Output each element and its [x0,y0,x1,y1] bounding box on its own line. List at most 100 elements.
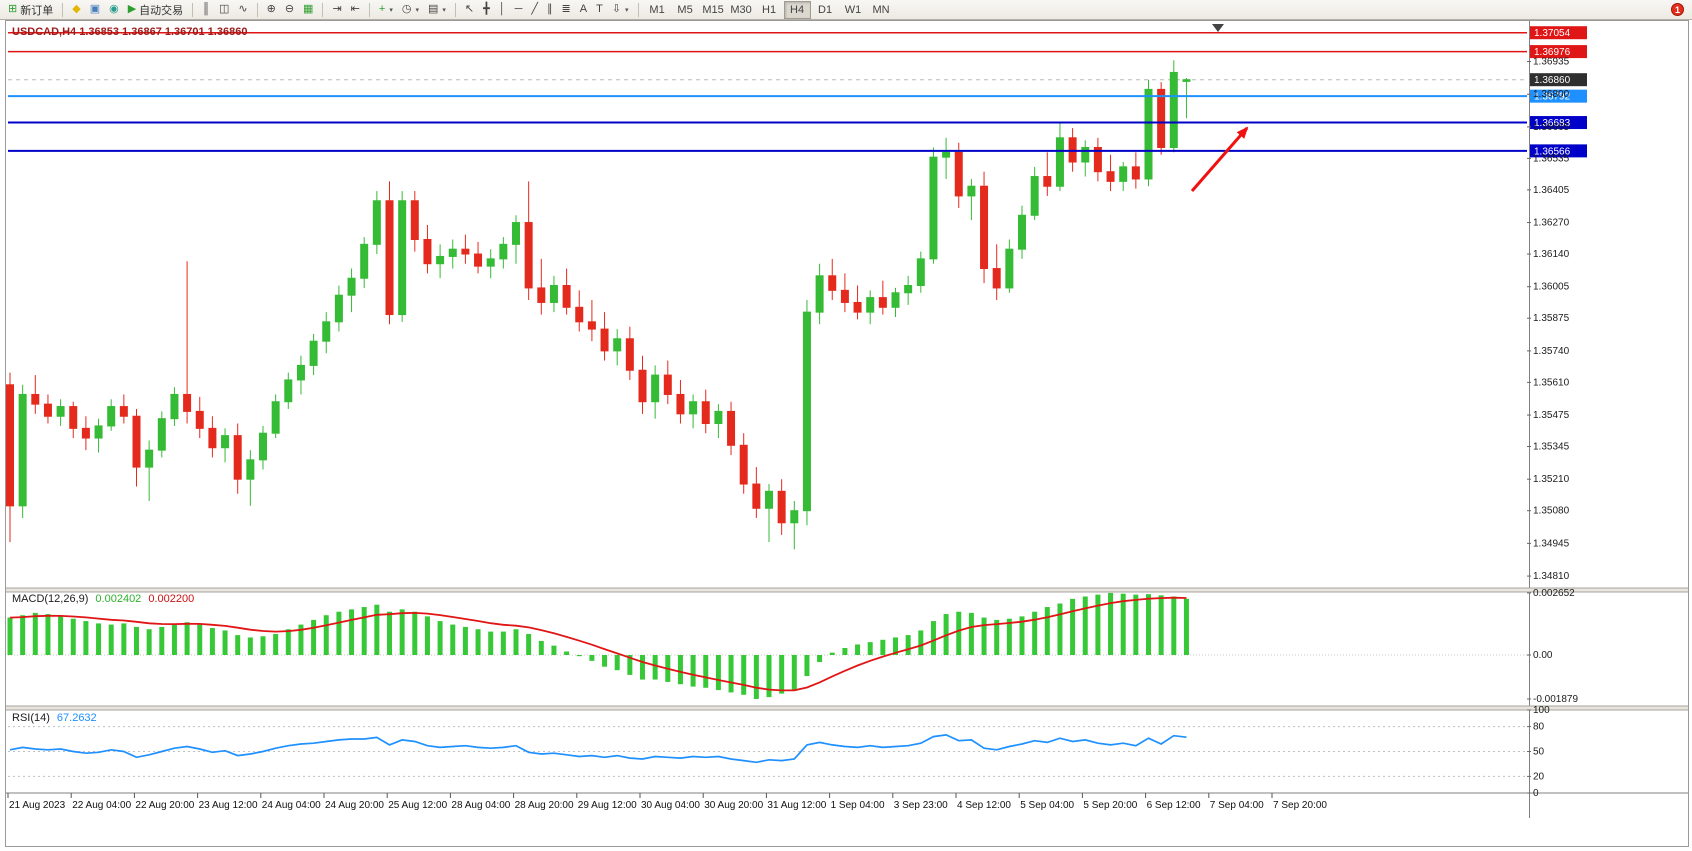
line-chart-button[interactable]: ∿ [234,1,251,19]
timeframe-h1-button[interactable]: H1 [756,1,783,19]
levels-layer[interactable]: 1.37054 1.36976 1.36792 1.36683 1.36566 1.368… [8,26,1587,158]
new-order-label: 新订单 [20,4,54,17]
new-order-button[interactable]: ⊞ 新订单 [4,1,57,19]
price-axis: 1.36935 1.36800 1.36665 1.36535 1.36405 1.362… [1527,57,1578,799]
svg-text:50: 50 [1533,747,1545,758]
indicators-button[interactable]: + ▾ [375,1,397,19]
zoom-out-button[interactable]: ⊖ [281,1,298,19]
dropdown-caret-icon: ▾ [442,6,446,14]
svg-text:0.002652: 0.002652 [1533,588,1575,599]
timeframe-m1-button[interactable]: M1 [644,1,671,19]
timeframe-h4-button[interactable]: H4 [783,0,811,19]
toolbar: ⊞ 新订单 ◆ ▣ ◉ ▶ 自动交易 ║ ◫ ∿ ⊕ ⊖ ▦ ⇥ ⇤ + ▾ ◷ ▾ ▤ ▾ ↖ ╋ │ ─ ╱ ∥ ≣ A T ⇩ ▾ M1 M… [0,0,1692,20]
auto-trading-icon: ▶ [127,3,137,15]
svg-text:1.36405: 1.36405 [1533,185,1570,196]
horizontal-line-icon: ─ [514,3,523,15]
toolbar-separator [368,2,370,17]
new-order-icon: ⊞ [8,3,18,15]
rsi-value: 67.2632 [57,712,97,724]
timeframe-d1-button[interactable]: D1 [812,1,839,19]
chart-canvas[interactable]: 1.37054 1.36976 1.36792 1.36683 1.36566 1.368… [0,20,1692,851]
channel-button[interactable]: ∥ [543,1,557,19]
macd-label: MACD(12,26,9) 0.002402 0.002200 [12,593,194,605]
svg-text:5 Sep 20:00: 5 Sep 20:00 [1083,800,1137,811]
bar-chart-icon: ║ [202,3,210,15]
auto-scroll-icon: ⇥ [332,3,342,15]
svg-text:1.35610: 1.35610 [1533,377,1570,388]
fibonacci-button[interactable]: ≣ [558,1,575,19]
svg-text:1.36935: 1.36935 [1533,57,1570,68]
arrows-button[interactable]: ⇩ ▾ [608,1,633,19]
tile-windows-icon: ▦ [303,3,314,15]
svg-text:1.36792: 1.36792 [1534,92,1571,103]
svg-text:1.36005: 1.36005 [1533,282,1570,293]
svg-text:1.36683: 1.36683 [1534,118,1571,129]
svg-text:6 Sep 12:00: 6 Sep 12:00 [1147,800,1201,811]
toolbar-separator [322,2,324,17]
macd-pane [7,592,1189,699]
expert-advisors-button[interactable]: ▣ [86,1,104,19]
chart-shift-marker-icon[interactable] [1212,24,1224,32]
zoom-in-icon: ⊕ [266,3,276,15]
zoom-in-button[interactable]: ⊕ [263,1,280,19]
auto-trading-label: 自动交易 [139,4,184,17]
text-label-button[interactable]: T [592,1,607,19]
text-icon: A [579,3,588,15]
svg-text:1.35475: 1.35475 [1533,410,1570,421]
svg-text:30 Aug 04:00: 30 Aug 04:00 [641,800,700,811]
svg-text:5 Sep 04:00: 5 Sep 04:00 [1020,800,1074,811]
market-watch-button[interactable]: ◉ [105,1,123,19]
timeframe-mn-button[interactable]: MN [868,1,895,19]
svg-text:1.35210: 1.35210 [1533,474,1570,485]
svg-text:7 Sep 20:00: 7 Sep 20:00 [1273,800,1327,811]
cursor-button[interactable]: ↖ [461,1,478,19]
annotation-arrow[interactable] [1190,126,1249,192]
rsi-label: RSI(14) 67.2632 [12,712,97,724]
vertical-line-button[interactable]: │ [495,1,510,19]
text-button[interactable]: A [576,1,591,19]
toolbar-separator [62,2,64,17]
svg-text:4 Sep 12:00: 4 Sep 12:00 [957,800,1011,811]
svg-text:80: 80 [1533,722,1545,733]
tile-windows-button[interactable]: ▦ [299,1,317,19]
chart-window: 1.37054 1.36976 1.36792 1.36683 1.36566 1.368… [0,20,1692,851]
trend-line-icon: ╱ [531,3,539,15]
trend-line-button[interactable]: ╱ [527,1,542,19]
metaeditor-button[interactable]: ◆ [68,1,84,19]
templates-icon: ▤ [427,3,439,15]
svg-text:29 Aug 12:00: 29 Aug 12:00 [578,800,637,811]
notification-badge[interactable]: 1 [1671,3,1684,16]
auto-trading-button[interactable]: ▶ 自动交易 [124,1,187,19]
svg-text:28 Aug 04:00: 28 Aug 04:00 [451,800,510,811]
bar-chart-button[interactable]: ║ [198,1,214,19]
horizontal-line-button[interactable]: ─ [511,1,527,19]
svg-text:1.37054: 1.37054 [1534,28,1571,39]
svg-text:0: 0 [1533,788,1539,799]
timeframe-m5-button[interactable]: M5 [672,1,699,19]
auto-scroll-button[interactable]: ⇥ [328,1,345,19]
svg-text:1.36976: 1.36976 [1534,47,1571,58]
timeframe-m30-button[interactable]: M30 [728,1,755,19]
toolbar-separator [637,2,639,17]
timeframe-w1-button[interactable]: W1 [840,1,867,19]
time-axis: 21 Aug 2023 22 Aug 04:00 22 Aug 20:00 23 Au… [7,793,1327,811]
toolbar-separator [192,2,194,17]
svg-text:24 Aug 20:00: 24 Aug 20:00 [325,800,384,811]
svg-text:22 Aug 20:00: 22 Aug 20:00 [135,800,194,811]
chart-shift-button[interactable]: ⇤ [347,1,364,19]
svg-text:1.35080: 1.35080 [1533,506,1570,517]
svg-text:21 Aug 2023: 21 Aug 2023 [9,800,66,811]
market-watch-icon: ◉ [109,3,119,15]
svg-text:1.36566: 1.36566 [1534,146,1571,157]
arrows-icon: ⇩ [611,3,622,15]
templates-button[interactable]: ▤ ▾ [424,1,450,19]
candlestick-chart-button[interactable]: ◫ [215,1,233,19]
crosshair-button[interactable]: ╋ [479,1,494,19]
svg-text:22 Aug 04:00: 22 Aug 04:00 [72,800,131,811]
svg-text:24 Aug 04:00: 24 Aug 04:00 [262,800,321,811]
periods-button[interactable]: ◷ ▾ [398,1,423,19]
rsi-name: RSI(14) [12,712,50,724]
svg-text:1.36270: 1.36270 [1533,218,1570,229]
svg-text:-0.001879: -0.001879 [1533,694,1578,705]
timeframe-m15-button[interactable]: M15 [700,1,727,19]
